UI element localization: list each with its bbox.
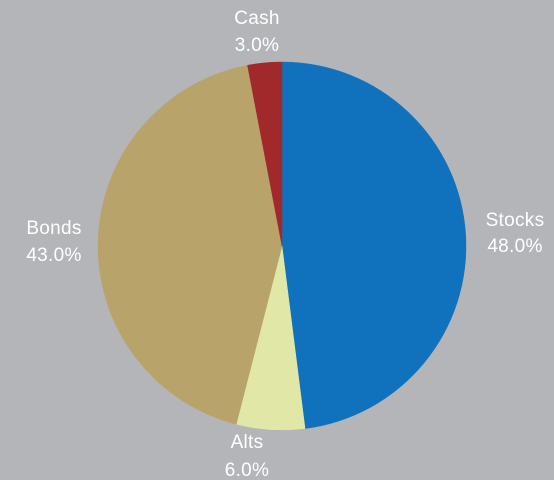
slice-name-alts: Alts [231, 432, 264, 453]
slice-value-bonds: 43.0% [26, 245, 81, 266]
pie-labels: Stocks 48.0% Alts 6.0% Bonds 43.0% Cash 3.0% [26, 8, 544, 480]
pie-slice-cash [247, 61, 283, 247]
pie-slice-bonds [97, 64, 283, 425]
pie-slices [97, 61, 467, 431]
pie-slice-stocks [281, 61, 467, 429]
slice-value-alts: 6.0% [225, 460, 270, 480]
slice-value-stocks: 48.0% [487, 236, 542, 257]
slice-value-cash: 3.0% [235, 35, 280, 56]
slice-name-cash: Cash [234, 8, 280, 29]
slice-name-bonds: Bonds [26, 218, 81, 239]
slice-name-stocks: Stocks [486, 210, 545, 231]
